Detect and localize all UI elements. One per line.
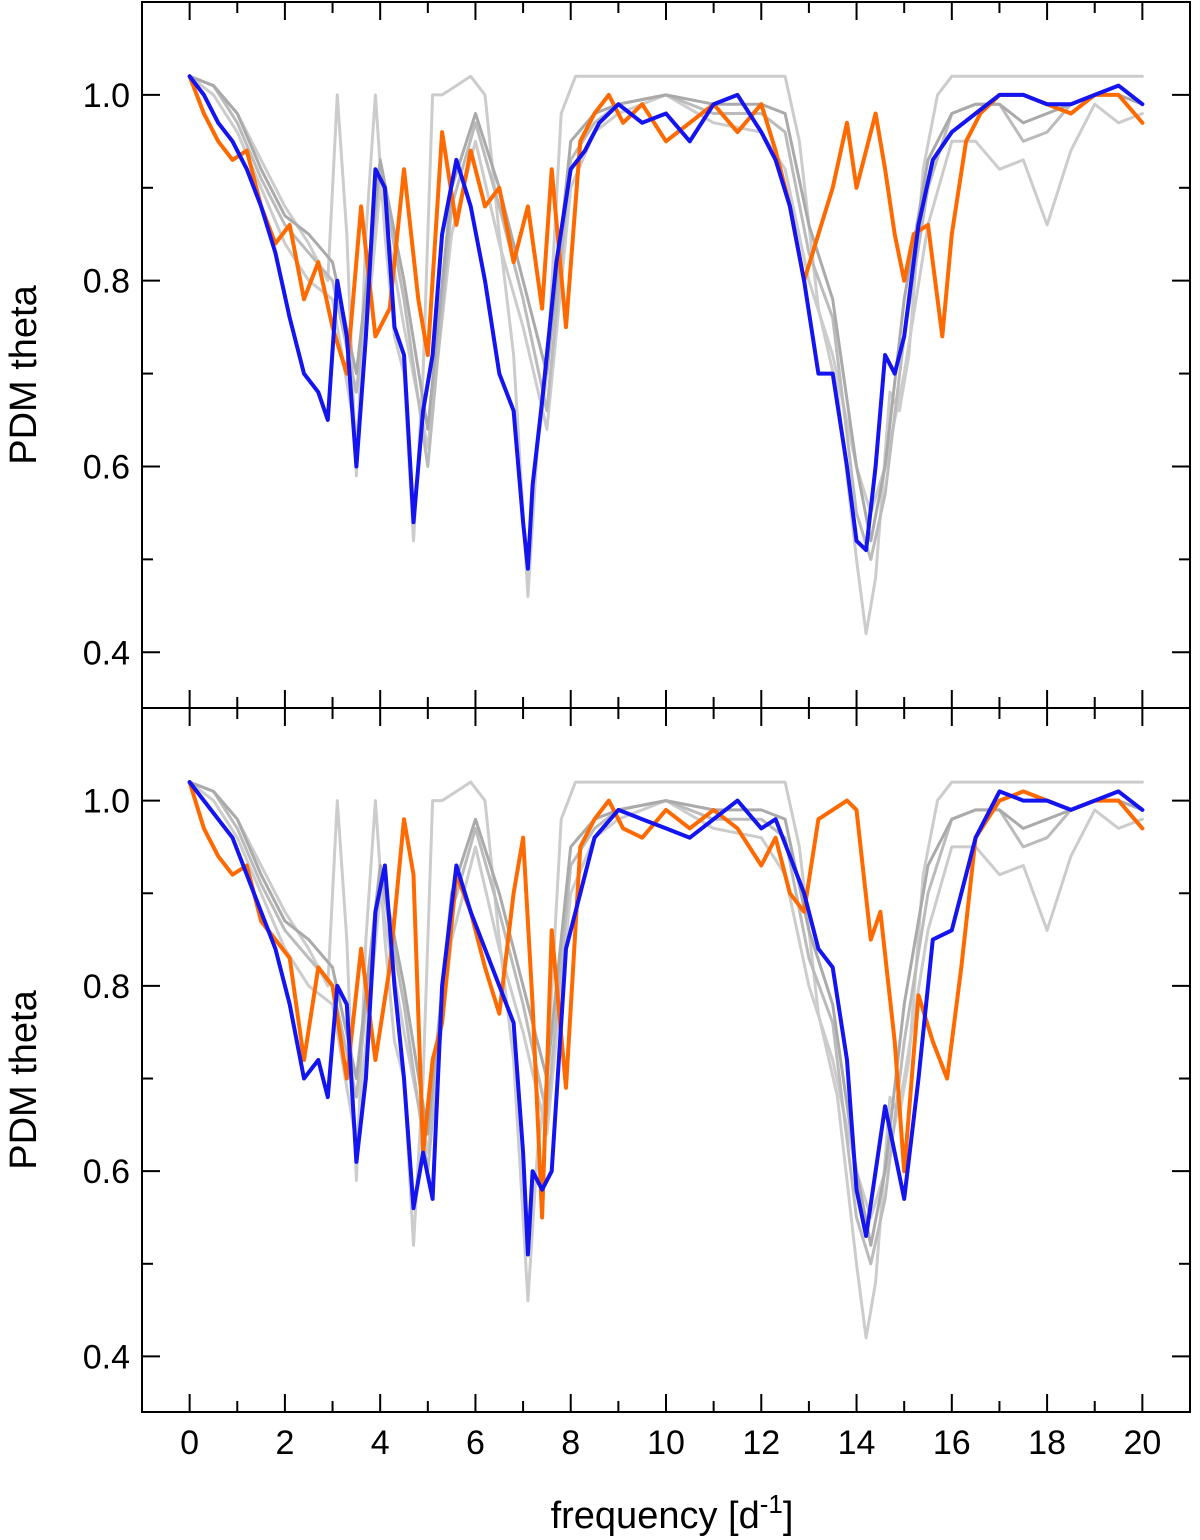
y-tick-label: 0.4 <box>83 634 130 672</box>
series-line-3 <box>188 74 1144 543</box>
series-line-4 <box>187 780 1145 1220</box>
series-line-4 <box>187 74 1145 376</box>
top-panel: 0.4 0.6 0.8 1.0 PDM theta <box>3 1 1191 709</box>
series-line-5 <box>187 780 1145 1257</box>
x-tick-label: 18 <box>1028 1424 1066 1462</box>
y-axis-title: PDM theta <box>3 284 45 464</box>
y-tick-label: 1.0 <box>83 783 130 821</box>
x-tick-label: 14 <box>838 1424 876 1462</box>
x-tick-label: 16 <box>933 1424 971 1462</box>
x-tick-label: 8 <box>561 1424 580 1462</box>
y-tick-label: 0.6 <box>83 448 130 486</box>
y-tick-label: 0.8 <box>83 263 130 301</box>
y-axis-title: PDM theta <box>3 989 45 1169</box>
series-line-1 <box>188 780 1144 1219</box>
series-group <box>187 780 1145 1340</box>
y-tick-label: 0.4 <box>83 1338 130 1376</box>
bottom-panel: 0.4 0.6 0.8 1.0 PDM theta 0 2 4 6 8 10 12 14 16 18 20 <box>3 707 1191 1462</box>
y-tick-label: 0.6 <box>83 1153 130 1191</box>
series-line-3 <box>188 780 1144 1247</box>
x-tick-label: 12 <box>742 1424 780 1462</box>
x-tick-label: 6 <box>466 1424 485 1462</box>
y-tick-label: 1.0 <box>83 77 130 115</box>
x-axis-title: frequency [d-1] <box>551 1489 794 1537</box>
x-tick-label: 20 <box>1123 1424 1161 1462</box>
x-tick-label: 4 <box>371 1424 390 1462</box>
x-axis-title-text: frequency [d-1] <box>551 1489 794 1537</box>
x-tick-label: 10 <box>647 1424 685 1462</box>
x-tick-label: 2 <box>275 1424 294 1462</box>
x-tick-label: 0 <box>180 1424 199 1462</box>
series-group <box>187 74 1145 636</box>
series-line-5 <box>187 74 1145 571</box>
y-tick-label: 0.8 <box>83 968 130 1006</box>
